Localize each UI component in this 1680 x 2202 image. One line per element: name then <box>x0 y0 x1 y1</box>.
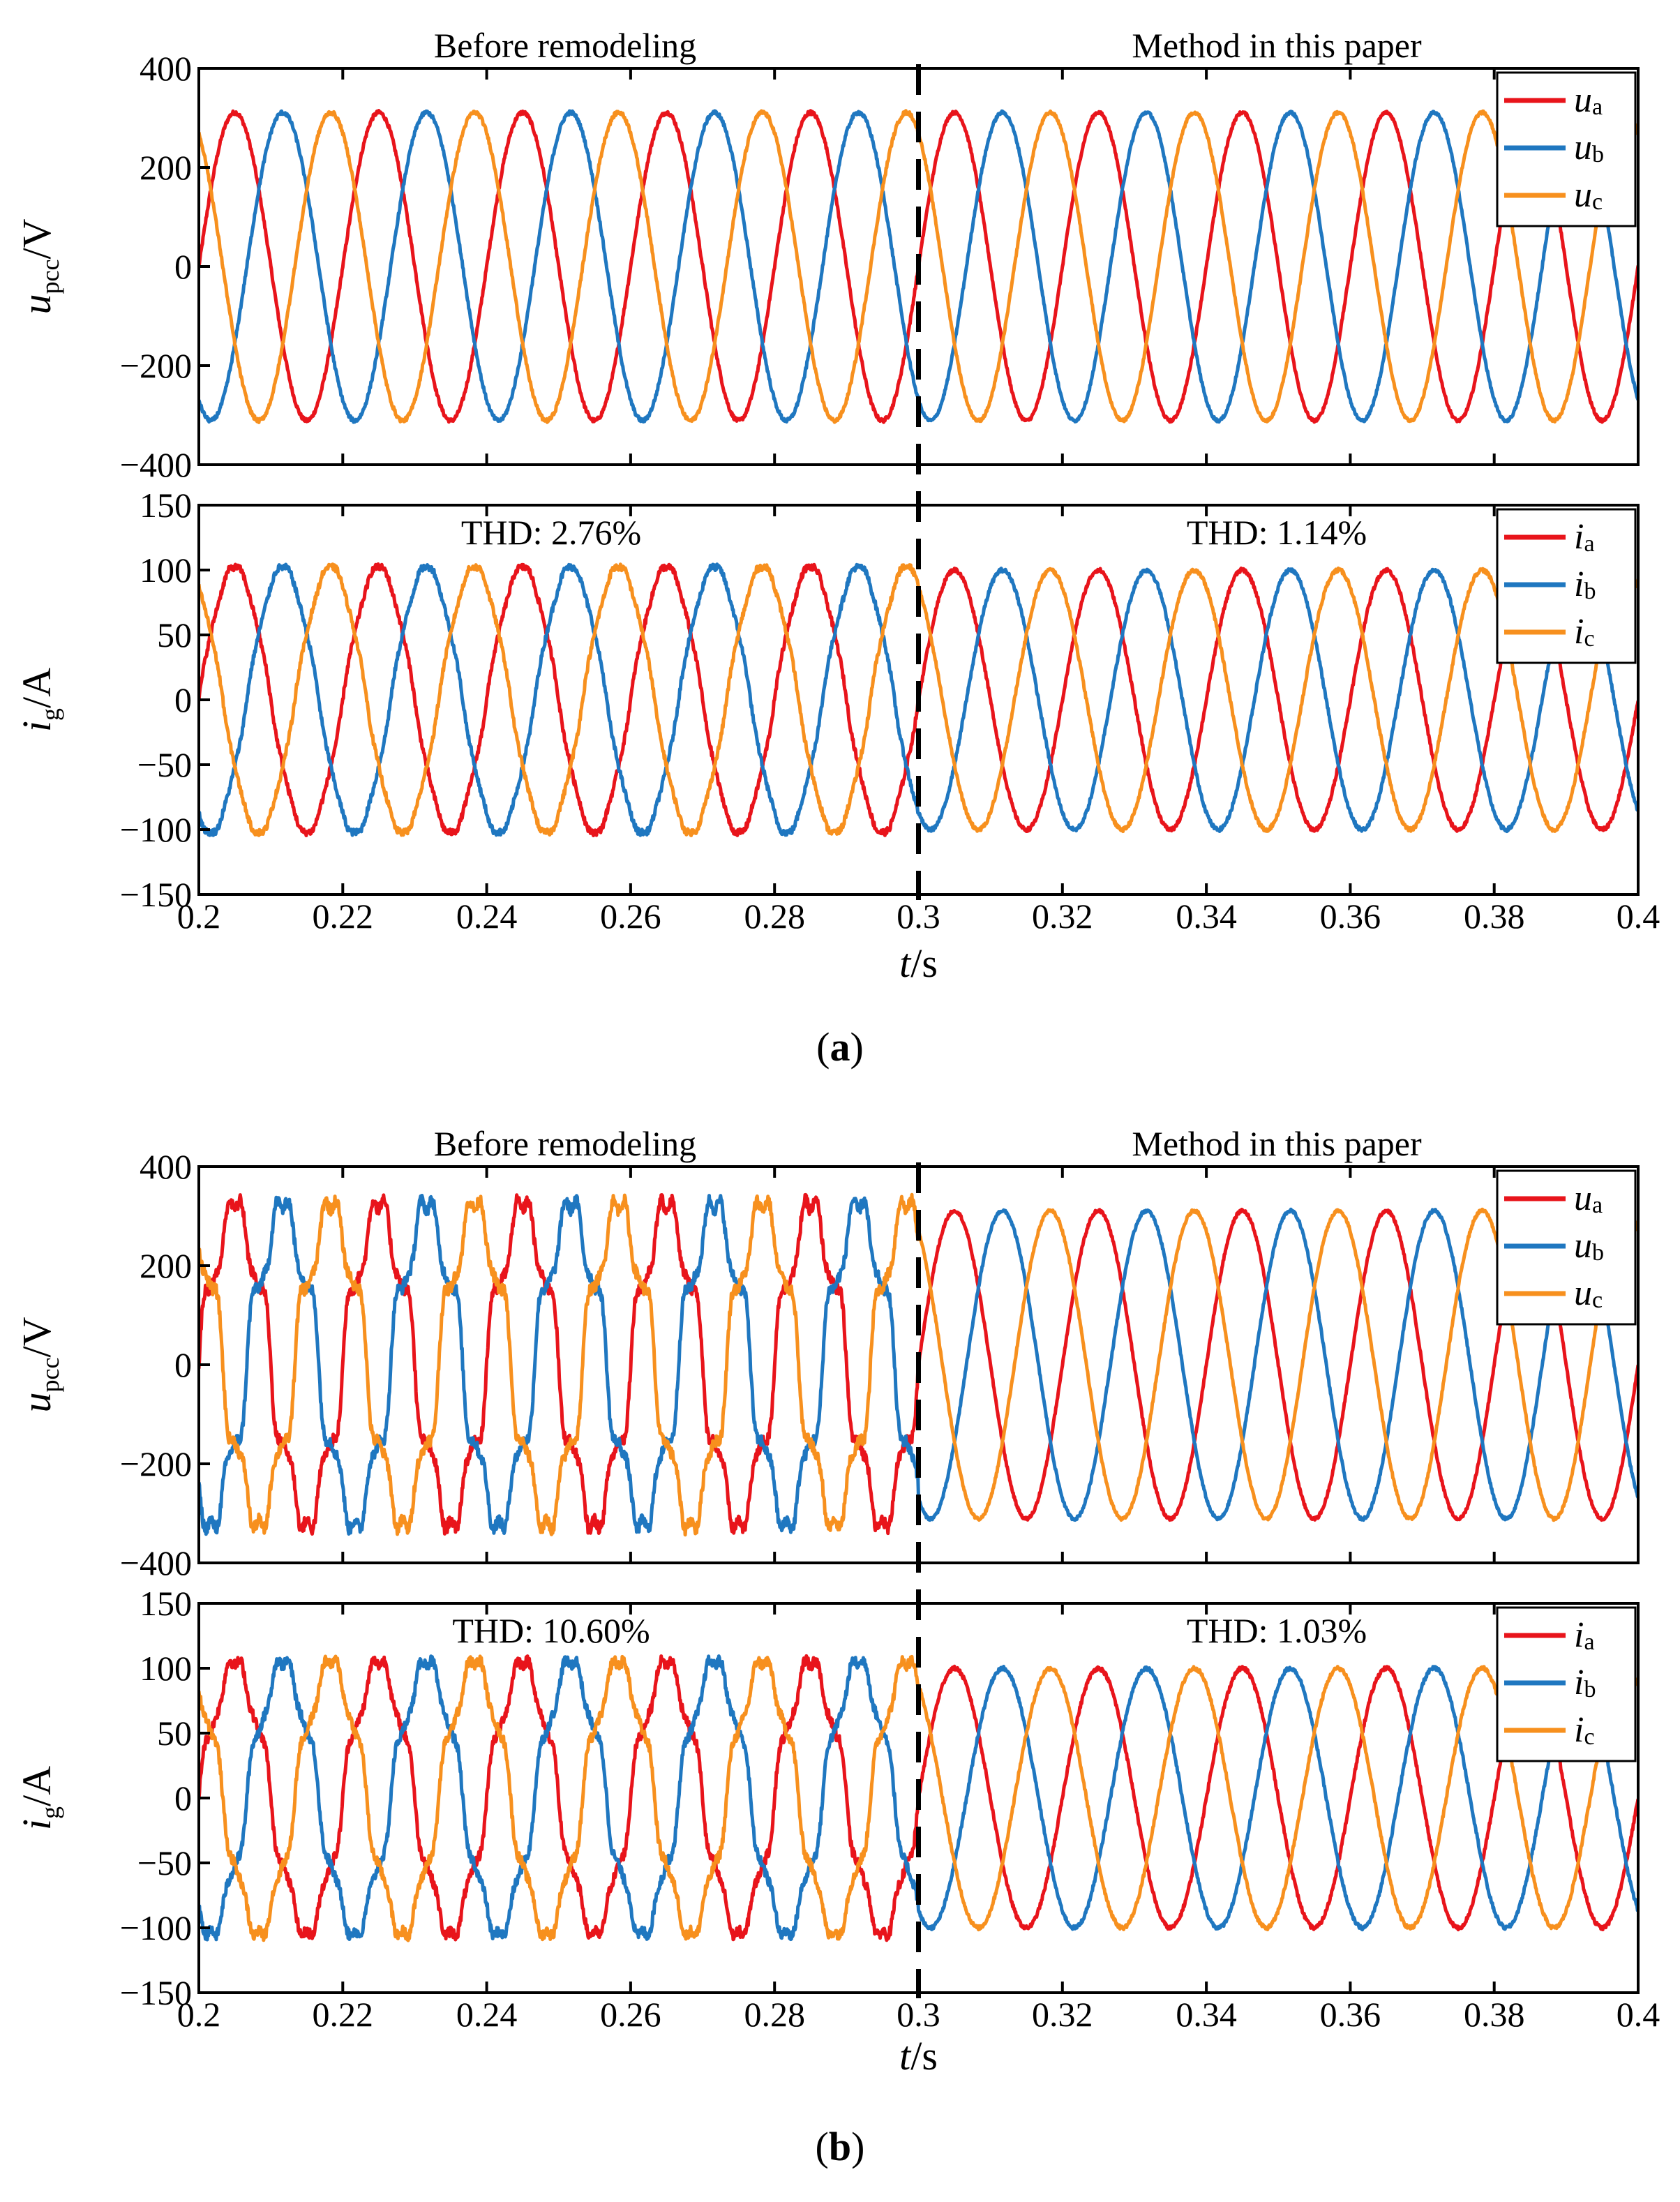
panel-b-1: 400 200 0 −200 −400 upcc/V Before remodeling Me… <box>14 1124 1640 1582</box>
x-tick-label: 0.28 <box>744 1995 805 2034</box>
annotation-left: Before remodeling <box>434 1124 696 1163</box>
panel-a-1: 400 200 0 −200 −400 upcc/V Before remodeling Me… <box>14 26 1640 484</box>
x-tick-label: 0.4 <box>1617 897 1660 936</box>
x-tick-label: 0.36 <box>1320 897 1381 936</box>
y-tick-label: −400 <box>120 1543 192 1582</box>
annotation-right: THD: 1.14% <box>1187 513 1367 552</box>
figure-b: 400 200 0 −200 −400 upcc/V Before remodeling Me… <box>14 1124 1660 2169</box>
y-tick-label: 100 <box>140 1649 192 1688</box>
x-axis-label: t/s <box>899 941 938 986</box>
y-tick-label: −400 <box>120 445 192 484</box>
y-axis-label: upcc/V <box>14 1317 64 1412</box>
legend-label-c: ic <box>1574 612 1595 652</box>
annotation-right: THD: 1.03% <box>1187 1611 1367 1650</box>
annotation-right: Method in this paper <box>1132 26 1422 65</box>
subfigure-caption: (a) <box>816 1024 864 1070</box>
y-tick-label: −100 <box>120 1908 192 1947</box>
x-tick-label: 0.34 <box>1176 897 1237 936</box>
legend-label-b: ib <box>1574 564 1596 604</box>
y-tick-label: −200 <box>120 346 192 385</box>
legend-label-c: ic <box>1574 1710 1595 1750</box>
y-tick-label: 0 <box>174 680 192 719</box>
y-tick-label: 400 <box>140 1147 192 1186</box>
x-tick-label: 0.38 <box>1464 897 1525 936</box>
annotation-right: Method in this paper <box>1132 1124 1422 1163</box>
x-tick-label: 0.22 <box>313 897 374 936</box>
legend-label-a: ua <box>1574 1178 1603 1218</box>
y-tick-label: −50 <box>137 745 192 784</box>
y-tick-label: −50 <box>137 1843 192 1882</box>
y-tick-label: 200 <box>140 148 192 187</box>
annotation-left: THD: 2.76% <box>461 513 641 552</box>
x-tick-label: 0.2 <box>177 1995 221 2034</box>
y-tick-label: 150 <box>140 486 192 525</box>
y-tick-label: 50 <box>157 1714 192 1753</box>
x-tick-label: 0.3 <box>897 1995 940 2034</box>
x-axis-label: t/s <box>899 2033 938 2079</box>
legend-label-c: uc <box>1574 1273 1603 1313</box>
x-tick-label: 0.26 <box>600 897 661 936</box>
y-tick-label: 0 <box>174 1778 192 1818</box>
y-tick-label: −200 <box>120 1444 192 1483</box>
x-tick-label: 0.32 <box>1032 1995 1093 2034</box>
legend-label-b: ub <box>1574 128 1604 167</box>
y-axis-label: ig/A <box>14 668 64 732</box>
y-tick-label: 400 <box>140 49 192 88</box>
x-tick-label: 0.28 <box>744 897 805 936</box>
legend: ia ib ic <box>1496 1606 1637 1762</box>
y-tick-label: 200 <box>140 1246 192 1285</box>
y-tick-label: 50 <box>157 615 192 654</box>
x-tick-label: 0.2 <box>177 897 221 936</box>
legend: ia ib ic <box>1496 508 1637 664</box>
x-tick-label: 0.34 <box>1176 1995 1237 2034</box>
y-tick-label: 0 <box>174 247 192 286</box>
x-tick-label: 0.24 <box>456 1995 518 2034</box>
y-axis-label: ig/A <box>14 1766 64 1830</box>
legend-label-a: ua <box>1574 80 1603 120</box>
y-tick-label: 0 <box>174 1345 192 1384</box>
y-tick-label: −150 <box>120 1973 192 2012</box>
figure-a: 400 200 0 −200 −400 upcc/V Before remodeling Me… <box>14 26 1660 1070</box>
x-tick-label: 0.38 <box>1464 1995 1525 2034</box>
annotation-left: THD: 10.60% <box>452 1611 650 1650</box>
x-tick-label: 0.26 <box>600 1995 661 2034</box>
legend-label-a: ia <box>1574 1615 1595 1655</box>
y-tick-label: 150 <box>140 1584 192 1623</box>
panel-b-2: 150 100 50 0 −50 −100 −150 ig/A THD: 10.60% THD: … <box>14 1584 1640 2012</box>
annotation-left: Before remodeling <box>434 26 696 65</box>
series-i-b <box>199 562 1638 837</box>
legend: ua ub uc <box>1496 1169 1637 1326</box>
series-i-b <box>199 1654 1638 1942</box>
subfigure-caption: (b) <box>816 2124 865 2169</box>
panel-a-2: 150 100 50 0 −50 −100 −150 ig/A THD: 2.76% THD: 1… <box>14 486 1640 914</box>
x-tick-label: 0.4 <box>1617 1995 1660 2034</box>
legend-label-a: ia <box>1574 517 1595 557</box>
y-tick-label: 100 <box>140 550 192 590</box>
x-tick-label: 0.32 <box>1032 897 1093 936</box>
y-tick-label: −150 <box>120 875 192 914</box>
x-tick-label: 0.3 <box>897 897 940 936</box>
y-axis-label: upcc/V <box>14 218 64 314</box>
legend-label-c: uc <box>1574 175 1603 215</box>
legend-label-b: ub <box>1574 1226 1604 1266</box>
y-tick-label: −100 <box>120 810 192 849</box>
legend: ua ub uc <box>1496 71 1637 227</box>
x-tick-label: 0.24 <box>456 897 518 936</box>
x-tick-label: 0.36 <box>1320 1995 1381 2034</box>
x-tick-label: 0.22 <box>313 1995 374 2034</box>
legend-label-b: ib <box>1574 1663 1596 1702</box>
